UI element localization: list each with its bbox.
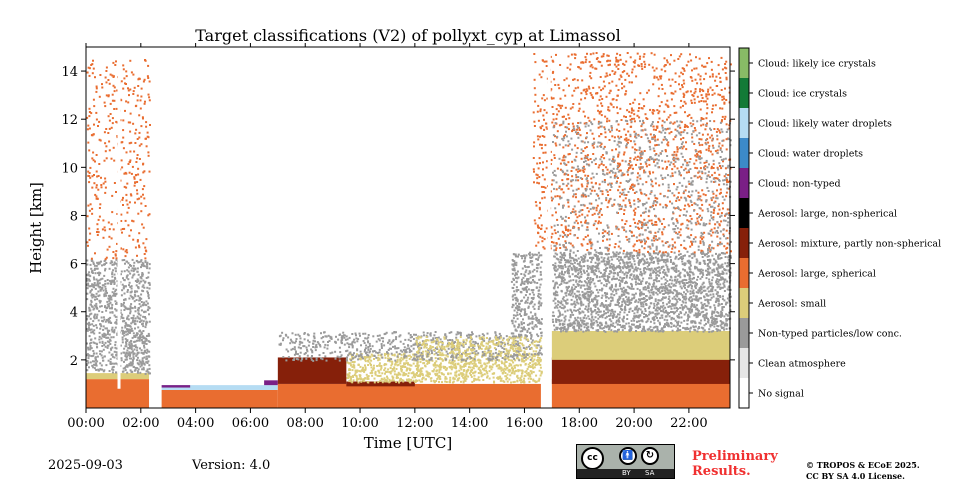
x-tick-label: 14:00: [451, 416, 488, 431]
x-tick-label: 00:00: [67, 416, 104, 431]
sa-label: SA: [645, 469, 654, 477]
legend-label: Cloud: likely water droplets: [758, 119, 892, 130]
legend-swatch: [739, 138, 749, 168]
legend-label: Aerosol: mixture, partly non-spherical: [757, 239, 941, 250]
class-region: [552, 357, 730, 383]
x-tick-label: 12:00: [396, 416, 433, 431]
legend-swatch: [739, 108, 749, 138]
class-region-speckle: [552, 252, 732, 333]
copyright-line-2: CC BY SA 4.0 License.: [806, 471, 920, 482]
preliminary-notice: Preliminary Results.: [692, 449, 792, 479]
plot-area: 00:00 02:00 04:00 06:00 08:00 10:00 12:00 14:00…: [0, 0, 960, 440]
by-person-icon: 🚹: [619, 447, 637, 465]
legend-label: Cloud: likely ice crystals: [758, 59, 876, 70]
legend-label: Cloud: non-typed: [758, 179, 841, 190]
legend-swatch: [739, 348, 749, 378]
copyright: © TROPOS & ECoE 2025.CC BY SA 4.0 Licens…: [806, 460, 920, 482]
x-tick-label: 06:00: [232, 416, 269, 431]
legend-swatch: [739, 168, 749, 198]
x-tick-label: 16:00: [506, 416, 543, 431]
legend-label: No signal: [758, 389, 804, 400]
x-tick-label: 02:00: [122, 416, 159, 431]
legend-swatch: [739, 258, 749, 288]
x-tick-label: 18:00: [561, 416, 598, 431]
class-region-speckle: [533, 52, 732, 254]
class-region: [278, 384, 541, 408]
legend-label: Aerosol: large, non-spherical: [757, 209, 897, 220]
no-signal-gap: [118, 47, 121, 389]
legend-label: Aerosol: small: [757, 299, 826, 310]
no-signal-gap: [159, 47, 162, 408]
by-label: BY: [622, 469, 631, 477]
class-region-speckle: [511, 252, 543, 338]
x-tick-label: 08:00: [286, 416, 323, 431]
class-region: [278, 357, 347, 383]
x-tick-label: 04:00: [177, 416, 214, 431]
legend-label: Non-typed particles/low conc.: [758, 329, 902, 340]
class-region: [346, 382, 415, 387]
legend-swatch: [739, 48, 749, 78]
x-tick-label: 22:00: [670, 416, 707, 431]
class-region: [160, 390, 278, 408]
badge-bar: BY SA: [577, 469, 674, 478]
class-region: [160, 385, 190, 387]
y-tick-label: 10: [61, 161, 78, 176]
legend-label: Aerosol: large, spherical: [757, 269, 876, 280]
legend-swatch: [739, 318, 749, 348]
y-tick-label: 8: [70, 209, 78, 224]
legend-swatch: [739, 288, 749, 318]
legend-swatch: [739, 228, 749, 258]
class-region: [264, 380, 278, 385]
copyright-line-1: © TROPOS & ECoE 2025.: [806, 460, 920, 471]
date-label: 2025-09-03: [48, 458, 123, 473]
legend-label: Clean atmosphere: [758, 359, 846, 370]
cc-by-sa-badge: cc 🚹 ↻ BY SA: [576, 444, 675, 479]
x-tick-label: 20:00: [615, 416, 652, 431]
cc-icon: cc: [581, 447, 604, 470]
y-tick-label: 2: [70, 354, 78, 369]
legend-label: Cloud: water droplets: [758, 149, 863, 160]
version-label: Version: 4.0: [192, 458, 270, 473]
legend-swatch: [739, 378, 749, 408]
legend-swatch: [739, 198, 749, 228]
y-tick-label: 6: [70, 258, 78, 273]
y-tick-label: 14: [61, 65, 78, 80]
legend-swatch: [739, 78, 749, 108]
class-region: [552, 331, 730, 360]
y-tick-label: 4: [70, 306, 78, 321]
y-tick-label: 12: [61, 113, 78, 128]
legend-label: Cloud: ice crystals: [758, 89, 847, 100]
x-tick-label: 10:00: [341, 416, 378, 431]
sa-share-icon: ↻: [641, 447, 659, 465]
no-signal-gap: [548, 47, 551, 408]
